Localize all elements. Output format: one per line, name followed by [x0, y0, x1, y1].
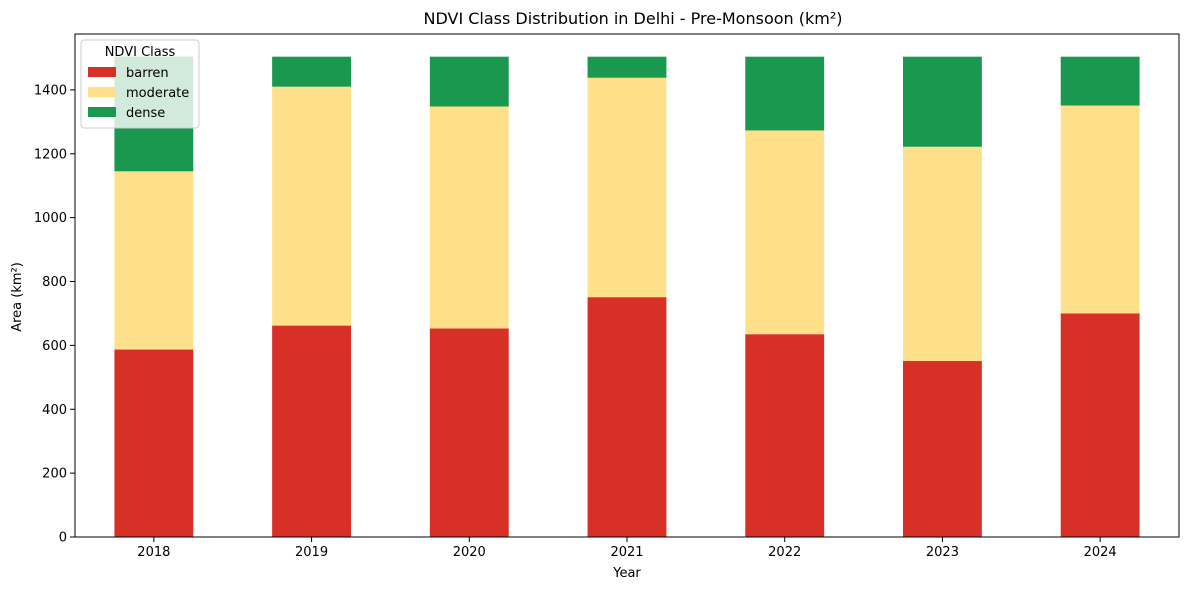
bar-barren-2021 [587, 297, 667, 537]
y-axis-label: Area (km²) [10, 262, 25, 332]
bar-dense-2023 [903, 56, 982, 147]
x-tick-label: 2018 [137, 545, 170, 560]
x-tick-label: 2023 [926, 545, 959, 560]
legend-label-moderate: moderate [126, 86, 189, 101]
y-tick-label: 1200 [34, 147, 67, 162]
x-axis-ticks: 2018 2019 2020 2021 2022 2023 2024 [137, 537, 1117, 560]
y-tick-label: 800 [42, 275, 67, 290]
legend-box [80, 39, 200, 129]
axes-frame [74, 33, 1180, 538]
x-axis-label: Year [612, 566, 641, 581]
bar-dense-2021 [587, 56, 667, 78]
x-tick-label: 2024 [1084, 545, 1117, 560]
legend-swatch-dense [88, 107, 116, 117]
bar-moderate-2022 [745, 130, 825, 335]
legend: NDVI Class barren moderate dense [80, 39, 200, 129]
y-tick-label: 600 [42, 339, 67, 354]
bar-dense-2020 [429, 56, 509, 107]
y-tick-label: 0 [59, 531, 67, 546]
bar-barren-2023 [903, 361, 982, 537]
chart-title: NDVI Class Distribution in Delhi - Pre-M… [423, 9, 842, 28]
bar-barren-2020 [429, 328, 509, 537]
x-tick-label: 2020 [453, 545, 486, 560]
legend-swatch-barren [88, 67, 116, 77]
y-tick-label: 200 [42, 467, 67, 482]
bar-moderate-2021 [587, 77, 667, 298]
bar-moderate-2023 [903, 146, 982, 362]
legend-label-dense: dense [126, 106, 165, 121]
bar-dense-2019 [272, 56, 351, 87]
bar-barren-2018 [114, 349, 194, 537]
bar-barren-2024 [1060, 313, 1140, 537]
legend-label-barren: barren [126, 66, 169, 81]
bar-moderate-2020 [429, 106, 509, 329]
legend-title: NDVI Class [105, 45, 176, 60]
bar-moderate-2024 [1060, 105, 1140, 314]
bar-moderate-2019 [272, 86, 351, 326]
y-axis-ticks: 0 200 400 600 800 1000 1200 1400 [34, 83, 75, 546]
bar-dense-2024 [1060, 56, 1140, 106]
bar-moderate-2018 [114, 171, 194, 350]
x-tick-label: 2019 [295, 545, 328, 560]
y-tick-label: 1000 [34, 211, 67, 226]
bar-barren-2022 [745, 334, 825, 537]
x-tick-label: 2022 [768, 545, 801, 560]
bar-dense-2022 [745, 56, 825, 131]
bar-barren-2019 [272, 325, 351, 537]
y-tick-label: 400 [42, 403, 67, 418]
y-tick-label: 1400 [34, 83, 67, 98]
bars-group [114, 56, 1140, 537]
legend-swatch-moderate [88, 87, 116, 97]
x-tick-label: 2021 [610, 545, 643, 560]
